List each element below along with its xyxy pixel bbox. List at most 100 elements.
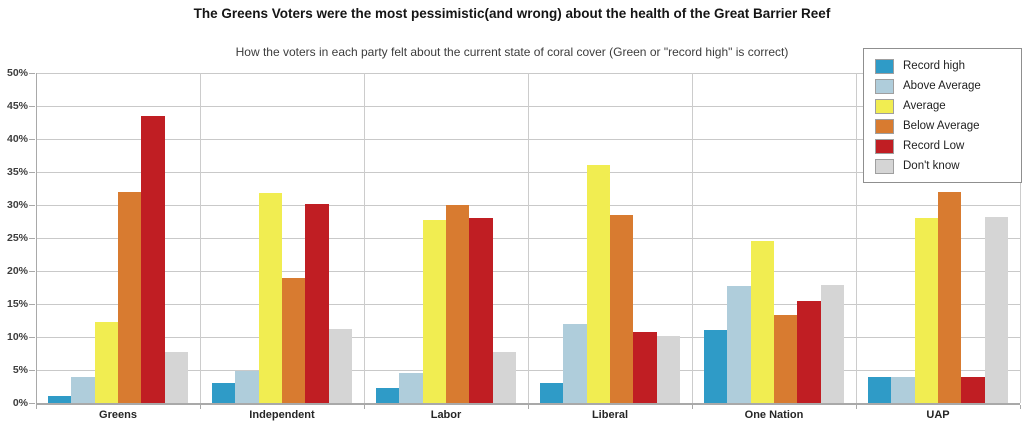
y-tick-label-10: 10% — [6, 330, 28, 343]
bar-liberal-average — [586, 165, 610, 403]
y-tick-label-50: 50% — [6, 66, 28, 79]
x-tick-mark — [856, 405, 857, 409]
bar-independent-below-average — [282, 277, 306, 403]
bar-labor-average — [422, 219, 446, 403]
legend-label-record-low: Record Low — [903, 140, 965, 152]
bar-one-nation-record-high — [704, 330, 728, 403]
legend-swatch-below-average — [875, 118, 894, 134]
x-axis-label-one-nation: One Nation — [744, 409, 804, 421]
chart-title: The Greens Voters were the most pessimis… — [193, 6, 831, 21]
bar-uap-average — [914, 218, 938, 403]
y-tick-mark — [29, 138, 35, 140]
bar-uap-record-high — [868, 376, 892, 403]
legend-item-below-average: Below Average — [875, 116, 1017, 136]
bar-one-nation-record-low — [797, 300, 821, 403]
group-separator — [1020, 73, 1021, 403]
legend-swatch-above-average — [875, 78, 894, 94]
bar-one-nation-below-average — [774, 315, 798, 403]
x-axis-label-independent: Independent — [249, 409, 315, 421]
y-tick-label-20: 20% — [6, 264, 28, 277]
bar-one-nation-above-average — [727, 285, 751, 403]
bar-independent-record-low — [305, 203, 329, 403]
x-axis-label-liberal: Liberal — [591, 409, 629, 421]
bar-liberal-below-average — [610, 214, 634, 403]
chart-subtitle: How the voters in each party felt about … — [235, 45, 789, 59]
bar-liberal-record-high — [540, 383, 564, 403]
x-tick-mark — [1020, 405, 1021, 409]
x-tick-mark — [364, 405, 365, 409]
y-tick-label-15: 15% — [6, 297, 28, 310]
bar-liberal-don-t-know — [656, 335, 680, 403]
group-separator — [528, 73, 529, 403]
bar-greens-record-low — [141, 115, 165, 403]
legend-label-record-high: Record high — [903, 60, 966, 72]
bar-labor-above-average — [399, 373, 423, 403]
bar-liberal-above-average — [563, 323, 587, 403]
bar-independent-don-t-know — [328, 329, 352, 403]
y-tick-mark — [29, 237, 35, 239]
y-tick-mark — [29, 105, 35, 107]
legend-swatch-record-low — [875, 138, 894, 154]
legend-label-below-average: Below Average — [903, 120, 980, 132]
group-separator — [856, 73, 857, 403]
y-tick-mark — [29, 270, 35, 272]
legend-item-average: Average — [875, 96, 1017, 116]
legend-swatch-average — [875, 98, 894, 114]
x-axis-label-greens: Greens — [99, 409, 137, 421]
legend-label-average: Average — [903, 100, 946, 112]
legend-label-above-average: Above Average — [903, 80, 981, 92]
legend: Record high Above Average Average Below Ave… — [863, 48, 1022, 183]
bar-independent-average — [258, 193, 282, 403]
bar-greens-above-average — [71, 376, 95, 403]
bar-uap-above-average — [891, 376, 915, 403]
bar-labor-record-high — [376, 387, 400, 403]
x-axis-label-labor: Labor — [430, 409, 462, 421]
bar-independent-record-high — [212, 383, 236, 403]
y-tick-label-40: 40% — [6, 132, 28, 145]
bar-greens-below-average — [118, 191, 142, 403]
y-tick-mark — [29, 204, 35, 206]
x-tick-mark — [528, 405, 529, 409]
x-tick-mark — [200, 405, 201, 409]
y-tick-label-45: 45% — [6, 99, 28, 112]
bar-one-nation-don-t-know — [820, 284, 844, 403]
bar-uap-don-t-know — [984, 216, 1008, 403]
bar-uap-record-low — [961, 376, 985, 403]
bar-labor-don-t-know — [492, 351, 516, 403]
group-separator — [200, 73, 201, 403]
legend-swatch-record-high — [875, 58, 894, 74]
bar-labor-below-average — [446, 205, 470, 403]
x-tick-mark — [36, 405, 37, 409]
bar-liberal-record-low — [633, 331, 657, 403]
bar-greens-don-t-know — [164, 351, 188, 403]
group-separator — [364, 73, 365, 403]
y-tick-mark — [29, 303, 35, 305]
bar-greens-record-high — [48, 396, 72, 403]
y-tick-label-5: 5% — [12, 363, 28, 376]
y-tick-mark — [29, 369, 35, 371]
group-separator — [692, 73, 693, 403]
plot-area — [36, 72, 1021, 405]
y-tick-mark — [29, 402, 35, 404]
legend-item-record-low: Record Low — [875, 136, 1017, 156]
bar-independent-above-average — [235, 371, 259, 403]
y-tick-mark — [29, 72, 35, 74]
bar-uap-below-average — [938, 191, 962, 403]
y-tick-label-25: 25% — [6, 231, 28, 244]
y-tick-label-30: 30% — [6, 198, 28, 211]
legend-item-above-average: Above Average — [875, 76, 1017, 96]
legend-item-don-t-know: Don't know — [875, 156, 1017, 176]
x-tick-mark — [692, 405, 693, 409]
x-axis-label-uap: UAP — [926, 409, 950, 421]
y-tick-label-35: 35% — [6, 165, 28, 178]
bar-one-nation-average — [750, 241, 774, 403]
y-tick-mark — [29, 336, 35, 338]
legend-item-record-high: Record high — [875, 56, 1017, 76]
y-tick-label-0: 0% — [12, 396, 28, 409]
legend-swatch-don-t-know — [875, 158, 894, 174]
y-axis-line — [36, 73, 37, 403]
legend-label-don-t-know: Don't know — [903, 160, 960, 172]
y-tick-mark — [29, 171, 35, 173]
bar-labor-record-low — [469, 218, 493, 403]
